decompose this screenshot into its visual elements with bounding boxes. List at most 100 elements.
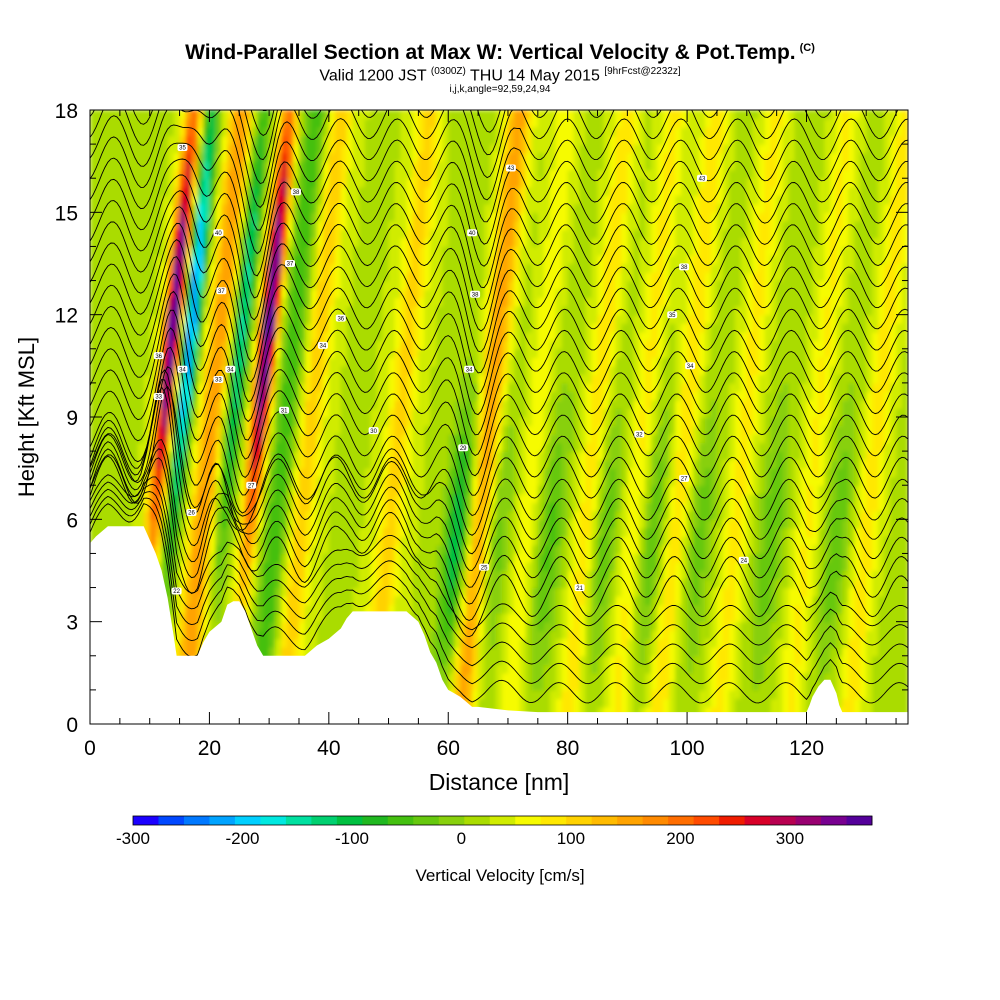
velocity-cell	[370, 220, 378, 230]
velocity-cell	[466, 502, 473, 512]
velocity-cell	[281, 399, 288, 410]
velocity-cell	[155, 417, 163, 427]
velocity-cell	[466, 399, 473, 410]
velocity-cell	[340, 229, 348, 239]
velocity-cell	[496, 476, 503, 486]
velocity-cell	[466, 382, 473, 393]
velocity-cell	[137, 263, 145, 273]
velocity-cell	[203, 169, 211, 179]
chart-subtitle: Valid 1200 JST (0300Z) THU 14 May 2015 […	[0, 64, 1000, 84]
velocity-cell	[334, 510, 342, 520]
velocity-cell	[245, 195, 252, 205]
velocity-cell	[251, 280, 258, 290]
velocity-cell	[406, 442, 414, 452]
velocity-cell	[478, 485, 485, 495]
velocity-cell	[472, 254, 479, 265]
velocity-cell	[179, 647, 187, 657]
velocity-cell	[227, 203, 234, 213]
velocity-cell	[394, 596, 402, 606]
velocity-cell	[173, 596, 181, 606]
velocity-cell	[143, 331, 151, 341]
velocity-cell	[430, 647, 437, 657]
velocity-cell	[245, 613, 252, 623]
velocity-cell	[430, 186, 437, 196]
velocity-cell	[466, 485, 473, 495]
velocity-cell	[436, 604, 443, 614]
velocity-cell	[388, 408, 396, 418]
velocity-cell	[358, 502, 366, 512]
velocity-cell	[466, 340, 473, 350]
velocity-cell	[400, 178, 408, 188]
velocity-cell	[167, 263, 175, 273]
velocity-cell	[197, 152, 205, 162]
velocity-cell	[340, 536, 348, 546]
velocity-cell	[358, 391, 366, 401]
velocity-cell	[101, 331, 109, 341]
velocity-cell	[143, 434, 151, 444]
velocity-cell	[394, 493, 402, 503]
velocity-cell	[424, 459, 431, 469]
velocity-cell	[251, 323, 258, 333]
velocity-cell	[197, 263, 205, 273]
velocity-cell	[107, 331, 115, 341]
velocity-cell	[90, 399, 97, 410]
velocity-cell	[281, 254, 288, 265]
velocity-cell	[412, 229, 419, 239]
velocity-cell	[179, 399, 187, 410]
velocity-cell	[394, 476, 402, 486]
velocity-cell	[287, 220, 294, 230]
velocity-cell	[197, 357, 205, 367]
velocity-cell	[245, 289, 252, 299]
velocity-cell	[269, 280, 276, 290]
velocity-cell	[179, 263, 187, 273]
velocity-cell	[275, 399, 282, 410]
velocity-cell	[263, 127, 270, 137]
velocity-cell	[257, 365, 264, 375]
velocity-cell	[352, 459, 360, 469]
velocity-cell	[490, 425, 497, 435]
velocity-cell	[460, 570, 467, 580]
velocity-cell	[107, 382, 115, 393]
velocity-cell	[209, 434, 216, 444]
velocity-cell	[370, 553, 378, 563]
velocity-cell	[352, 195, 360, 205]
velocity-cell	[460, 579, 467, 589]
velocity-cell	[466, 630, 473, 640]
velocity-cell	[418, 357, 425, 367]
velocity-cell	[191, 280, 199, 290]
velocity-cell	[310, 254, 318, 265]
velocity-cell	[137, 135, 145, 145]
velocity-cell	[454, 144, 461, 154]
velocity-cell	[143, 152, 151, 162]
velocity-cell	[322, 630, 330, 640]
velocity-cell	[107, 220, 115, 230]
velocity-cell	[245, 357, 252, 367]
velocity-cell	[430, 340, 437, 350]
velocity-cell	[430, 203, 437, 213]
velocity-cell	[287, 544, 294, 555]
velocity-cell	[340, 519, 348, 529]
velocity-cell	[90, 502, 97, 512]
velocity-cell	[478, 323, 485, 333]
velocity-cell	[472, 553, 479, 563]
velocity-cell	[233, 417, 240, 427]
velocity-cell	[472, 382, 479, 393]
velocity-cell	[322, 621, 330, 631]
velocity-cell	[430, 561, 437, 572]
velocity-cell	[412, 527, 419, 537]
velocity-cell	[322, 127, 330, 137]
velocity-cell	[406, 161, 414, 171]
velocity-cell	[442, 502, 449, 512]
velocity-cell	[149, 468, 157, 478]
velocity-cell	[275, 519, 282, 529]
velocity-cell	[131, 280, 139, 290]
velocity-cell	[501, 655, 509, 665]
velocity-cell	[185, 254, 193, 265]
velocity-cell	[448, 186, 455, 196]
velocity-cell	[275, 195, 282, 205]
velocity-cell	[316, 357, 324, 367]
velocity-cell	[245, 434, 252, 444]
velocity-cell	[430, 579, 437, 589]
velocity-cell	[95, 203, 103, 213]
velocity-cell	[448, 544, 455, 555]
